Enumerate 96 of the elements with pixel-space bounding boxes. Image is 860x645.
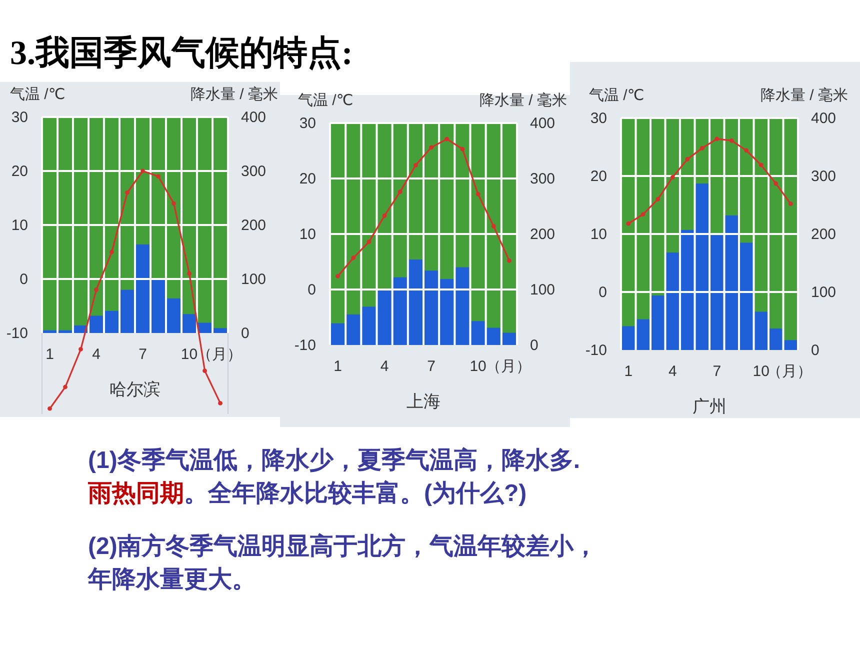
y2-tick-label: 400 (811, 110, 836, 127)
point (172, 201, 176, 206)
point (774, 181, 778, 186)
point (788, 202, 793, 206)
y2-tick-label: 400 (530, 115, 556, 132)
y2-tick-label: 300 (241, 163, 266, 180)
y-tick-label: 0 (20, 271, 28, 288)
point (444, 136, 450, 142)
x-axis-title: （月） (486, 358, 531, 375)
point (744, 148, 749, 153)
point (758, 162, 764, 168)
y2-tick-label: 300 (811, 168, 836, 185)
point (476, 192, 480, 196)
y-tick-label: 20 (11, 163, 28, 180)
point (700, 146, 704, 150)
x-tick-label: 4 (668, 363, 677, 380)
text: 哈尔滨 (110, 380, 160, 399)
x-tick-label: 4 (380, 358, 389, 375)
point (366, 240, 372, 244)
x-tick-label: 7 (712, 363, 722, 380)
y-tick-label: 10 (590, 226, 607, 243)
text: (1)冬季气温低，降水少，夏季气温高，降水多. (88, 447, 580, 474)
point (110, 250, 114, 254)
y2-tick-label: 100 (811, 284, 836, 301)
y-tick-label: 10 (11, 217, 28, 234)
y2-tick-label: 100 (241, 271, 266, 288)
point (460, 146, 465, 152)
point (429, 145, 434, 150)
y2-axis-title: 降水量 / 毫米 (760, 87, 848, 104)
point (125, 190, 130, 195)
y2-axis-title: 降水量 / 毫米 (479, 92, 567, 109)
point (714, 136, 720, 142)
point (78, 347, 83, 352)
y2-tick-label: 300 (530, 170, 556, 188)
point (187, 271, 192, 276)
y-tick-label: 10 (299, 226, 316, 243)
text: 广州 (692, 397, 726, 416)
y-tick-label: 30 (11, 109, 28, 126)
y2-axis-title: 降水量 / 毫米 (190, 86, 278, 103)
point (351, 256, 356, 260)
point (626, 221, 631, 226)
point (670, 174, 675, 180)
point (685, 156, 690, 162)
point (94, 288, 98, 292)
y-tick-label: 20 (299, 170, 316, 188)
y-axis-title: 气温 /℃ (10, 86, 66, 103)
y-tick-label: 30 (299, 115, 316, 132)
point (336, 274, 340, 278)
point (398, 190, 402, 194)
point (63, 384, 68, 390)
x-tick-label: 10 (752, 363, 770, 380)
y2-tick-label: 0 (241, 325, 250, 342)
x-tick-label: 1 (46, 346, 54, 363)
point (491, 224, 496, 228)
x-tick-label: 4 (92, 346, 100, 363)
bar (212, 328, 228, 333)
text: 。全年降水比较丰富。(为什么?) (184, 480, 527, 507)
y2-tick-label: 200 (241, 217, 266, 234)
y2-tick-label: 200 (530, 226, 556, 243)
y-axis-title: 气温 /℃ (589, 87, 644, 104)
y-tick-label: 30 (590, 110, 607, 127)
y-axis-title: 气温 /℃ (298, 92, 354, 109)
point (218, 401, 222, 406)
text: 3.我国季风气候的特点: (10, 34, 353, 72)
y-tick-label: 0 (308, 282, 316, 298)
y-tick-label: -10 (294, 337, 316, 354)
x-tick-label: 10 (470, 358, 486, 375)
point (156, 174, 160, 179)
x-tick-label: 7 (138, 346, 147, 363)
point (656, 197, 660, 202)
y2-tick-label: 0 (811, 342, 820, 359)
text: 雨热同期 (88, 480, 184, 507)
point (202, 368, 207, 373)
y2-tick-label: 0 (530, 337, 538, 354)
text: (2)南方冬季气温明显高于北方，气温年较差小，年降水量更大。 (88, 533, 598, 593)
point (414, 162, 418, 168)
point (640, 212, 646, 216)
y2-tick-label: 400 (241, 109, 266, 126)
x-tick-label: 7 (427, 358, 436, 375)
x-tick-label: 1 (334, 358, 342, 375)
point (48, 406, 52, 411)
y-tick-label: -10 (585, 342, 607, 359)
bar (361, 306, 377, 345)
text: 上海 (406, 392, 440, 411)
y-tick-label: 0 (598, 284, 607, 301)
x-tick-label: 1 (624, 363, 633, 380)
y2-tick-label: 100 (530, 282, 556, 298)
y2-tick-label: 200 (811, 226, 836, 243)
point (507, 258, 512, 263)
point (140, 168, 145, 174)
y-tick-label: 20 (590, 168, 607, 185)
y-tick-label: -10 (6, 325, 28, 342)
x-axis-title: （月） (197, 346, 242, 363)
point (382, 213, 387, 218)
x-tick-label: 10 (180, 346, 198, 363)
point (729, 138, 734, 143)
